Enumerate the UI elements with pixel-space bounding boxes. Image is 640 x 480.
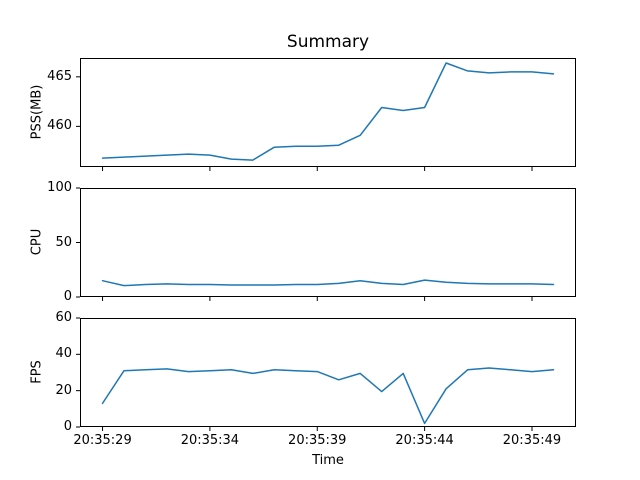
axes-frame [80, 58, 576, 167]
y-tick-label: 465 [47, 68, 72, 84]
pss-subplot: PSS(MB) 460 465 [30, 58, 576, 171]
x-tick-label: 20:35:34 [180, 433, 240, 448]
fps-plot-area [76, 317, 576, 431]
x-tick-label: 20:35:39 [288, 433, 347, 448]
x-tick-label: 20:35:29 [73, 433, 132, 448]
cpu-plot-area [76, 187, 576, 301]
x-tick-label: 20:35:44 [395, 433, 454, 448]
figure-title: Summary [286, 32, 370, 52]
fps-y-axis-label-text: FPS [29, 360, 45, 384]
fps-subplot: FPS 0 20 40 60 20:35:29 20:35:34 20:35:39 20:35… [30, 310, 576, 448]
y-tick-label: 460 [47, 118, 72, 134]
x-tick-label: 20:35:49 [502, 433, 562, 448]
y-tick-label: 60 [55, 310, 72, 325]
y-tick-label: 100 [47, 180, 72, 195]
y-tick-label: 0 [63, 419, 72, 434]
y-tick-label: 20 [55, 382, 72, 398]
cpu-subplot: CPU 0 50 100 [30, 180, 576, 304]
pss-plot-area [76, 58, 576, 171]
x-axis-label: Time [312, 453, 344, 468]
axes-frame [80, 318, 576, 427]
y-tick-label: 50 [55, 234, 72, 250]
fps-line [101, 367, 555, 425]
y-tick-label: 0 [63, 289, 72, 304]
pss-line [101, 62, 555, 161]
axes-frame [80, 188, 576, 297]
y-tick-label: 40 [55, 346, 72, 362]
cpu-line [101, 279, 555, 287]
